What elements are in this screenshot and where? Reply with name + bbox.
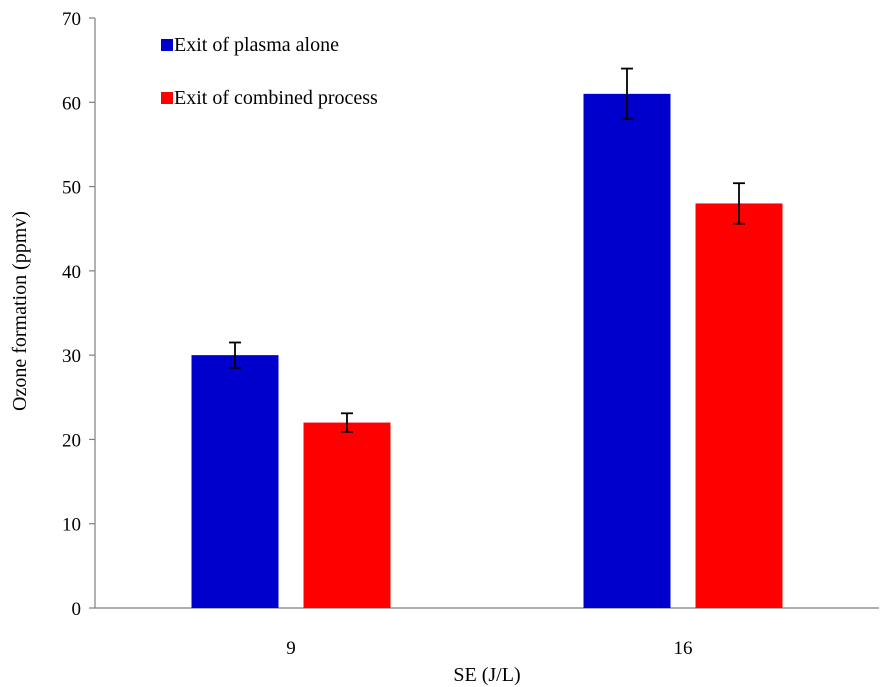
x-axis-label: SE (J/L): [453, 664, 520, 686]
plot-area: 0 10 20 30 40 50 60 70 9 16 Exit of plasma alone Ex…: [62, 9, 879, 659]
legend-swatch: [161, 39, 173, 51]
bar: [191, 355, 279, 608]
y-tick-label: 30: [62, 346, 81, 367]
bar: [303, 422, 391, 608]
bar: [583, 93, 671, 609]
bar: [695, 203, 783, 608]
y-tick-label: 50: [62, 178, 81, 199]
y-tick-label: 60: [62, 93, 81, 114]
y-axis-label: Ozone formation (ppmv): [9, 211, 31, 411]
y-tick-label: 10: [62, 515, 81, 536]
y-tick-label: 20: [62, 430, 81, 451]
y-tick-label: 0: [72, 599, 82, 620]
y-tick-label: 70: [62, 9, 81, 30]
x-tick-label: 16: [674, 638, 693, 659]
legend-label: Exit of combined process: [174, 87, 378, 109]
legend-swatch: [161, 92, 173, 104]
legend-label: Exit of plasma alone: [174, 34, 339, 56]
x-tick-label: 9: [286, 638, 296, 659]
y-tick-label: 40: [62, 262, 81, 283]
